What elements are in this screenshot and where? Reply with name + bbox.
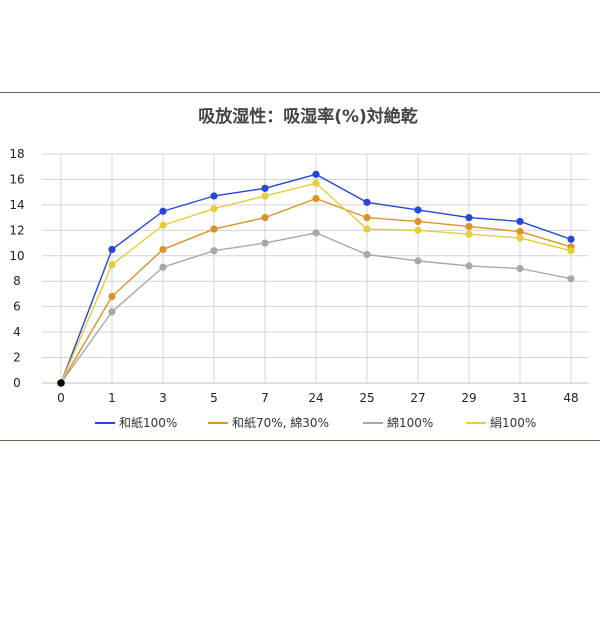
data-point	[363, 214, 371, 222]
legend-label: 和紙100%	[119, 415, 177, 430]
x-tick-label: 25	[359, 391, 374, 405]
data-point	[567, 235, 575, 243]
y-tick-label: 8	[13, 274, 21, 288]
legend-item: 綿100%	[363, 416, 433, 430]
chart-panel: 吸放湿性：吸湿率(%)対絶乾 0 2 4 6 8 10 12 14 16 18 0 1 3 5 7 24 25…	[0, 92, 600, 441]
data-point	[465, 230, 473, 238]
y-axis-ticks: 0 2 4 6 8 10 12 14 16 18	[9, 147, 24, 390]
data-point	[465, 214, 473, 222]
series-group	[60, 170, 575, 384]
legend-label: 和紙70%, 綿30%	[232, 415, 329, 430]
data-point	[516, 264, 524, 273]
x-tick-label: 24	[308, 391, 323, 405]
data-point	[465, 222, 473, 231]
data-point	[210, 205, 218, 213]
data-point	[108, 292, 116, 301]
x-tick-label: 5	[210, 391, 218, 405]
origin-point	[57, 379, 65, 387]
x-tick-label: 27	[410, 391, 425, 405]
x-tick-label: 1	[108, 391, 116, 405]
data-point	[159, 221, 167, 229]
legend-item: 絹100%	[466, 416, 536, 430]
y-tick-label: 2	[13, 351, 21, 365]
y-tick-label: 16	[9, 172, 24, 186]
data-point	[414, 226, 422, 234]
y-tick-label: 14	[9, 198, 24, 212]
series-group	[60, 179, 575, 384]
y-tick-label: 4	[13, 325, 21, 339]
data-point	[261, 184, 269, 192]
y-tick-label: 10	[9, 249, 24, 263]
data-point	[108, 261, 116, 269]
data-point	[159, 245, 167, 254]
data-point	[108, 245, 116, 254]
data-point	[312, 179, 320, 187]
data-point	[312, 229, 320, 237]
data-point	[414, 217, 422, 226]
x-tick-label: 31	[512, 391, 527, 405]
data-point	[159, 263, 167, 271]
x-tick-label: 0	[57, 391, 65, 405]
series-group	[60, 229, 575, 384]
y-tick-label: 0	[13, 376, 21, 390]
data-point	[312, 194, 320, 203]
data-point	[516, 228, 524, 236]
legend: 和紙100% 和紙70%, 綿30% 綿100% 絹100%	[95, 415, 536, 430]
x-tick-label: 48	[563, 391, 578, 405]
data-point	[210, 247, 218, 255]
data-point	[210, 225, 218, 233]
data-point	[210, 192, 218, 200]
data-point	[261, 192, 269, 200]
x-tick-label: 3	[159, 391, 167, 405]
data-point	[363, 250, 371, 259]
x-tick-label: 29	[461, 391, 476, 405]
legend-label: 綿100%	[387, 416, 433, 430]
legend-label: 絹100%	[490, 416, 536, 430]
data-point	[465, 262, 473, 270]
chart-title: 吸放湿性：吸湿率(%)対絶乾	[198, 106, 418, 127]
data-point	[363, 225, 371, 233]
y-tick-label: 18	[9, 147, 24, 161]
data-point	[516, 217, 524, 226]
data-point	[261, 239, 269, 247]
data-point	[261, 214, 269, 222]
data-point	[363, 198, 371, 206]
data-point	[567, 247, 575, 255]
y-tick-label: 12	[9, 223, 24, 237]
data-point	[414, 257, 422, 265]
x-axis-ticks: 0 1 3 5 7 24 25 27 29 31 48	[57, 391, 578, 405]
data-point	[108, 308, 116, 316]
x-tick-label: 7	[261, 391, 269, 405]
legend-item: 和紙70%, 綿30%	[208, 415, 329, 430]
data-point	[414, 206, 422, 214]
data-point	[159, 207, 167, 215]
data-point	[567, 275, 575, 283]
y-tick-label: 6	[13, 300, 21, 314]
legend-item: 和紙100%	[95, 415, 177, 430]
data-point	[516, 234, 524, 242]
series-lines	[57, 170, 575, 387]
data-point	[312, 170, 320, 178]
